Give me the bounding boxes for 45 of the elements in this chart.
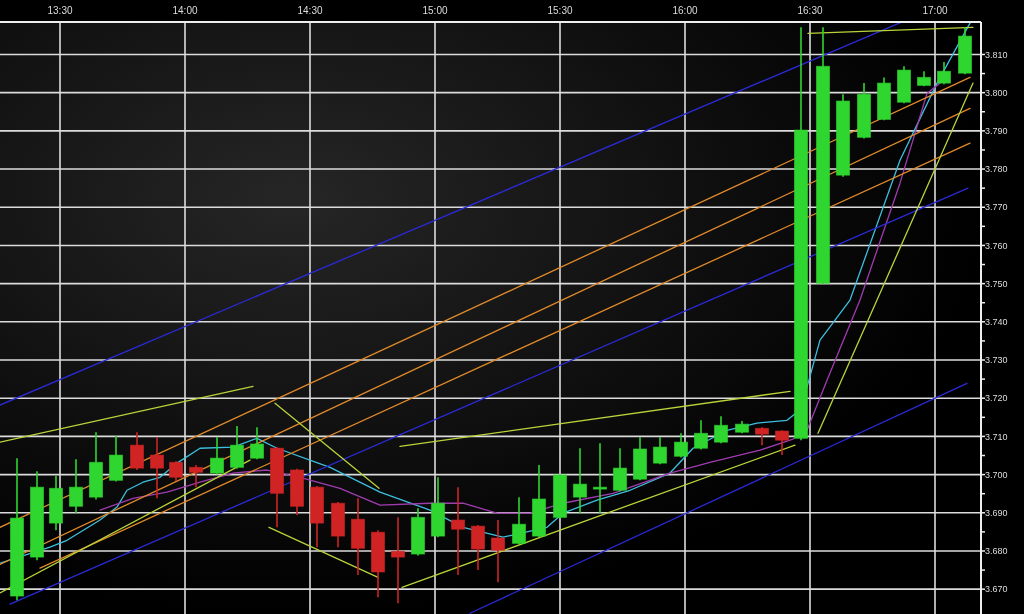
candlestick	[613, 447, 627, 493]
candlestick	[391, 516, 405, 605]
x-tick-label: 16:00	[672, 5, 698, 16]
y-tick-label: 3.760	[985, 240, 1008, 251]
candlestick	[714, 415, 728, 445]
candlestick	[451, 486, 465, 576]
candlestick	[573, 447, 587, 514]
x-tick-label: 15:30	[547, 5, 573, 16]
x-tick-label: 14:00	[172, 5, 198, 16]
y-tick-label: 3.730	[985, 355, 1008, 366]
y-tick-label: 3.700	[985, 469, 1008, 480]
y-tick-label: 3.740	[985, 316, 1008, 327]
y-tick-label: 3.800	[985, 87, 1008, 98]
y-tick-label: 3.770	[985, 202, 1008, 213]
y-tick-label: 3.750	[985, 278, 1008, 289]
y-tick-label: 3.720	[985, 393, 1008, 404]
candlestick	[69, 458, 83, 514]
candlestick	[512, 496, 526, 546]
candlestick	[250, 426, 264, 461]
x-tick-label: 14:30	[297, 5, 323, 16]
candlestick	[169, 460, 183, 482]
candlestick	[694, 419, 708, 451]
y-tick-label: 3.690	[985, 507, 1008, 518]
candlestick	[230, 425, 244, 470]
candlestick	[130, 431, 144, 471]
candlestick	[150, 436, 164, 500]
x-tick-label: 17:00	[922, 5, 948, 16]
y-tick-label: 3.810	[985, 49, 1008, 60]
candlestick	[593, 442, 607, 514]
x-tick-label: 16:30	[797, 5, 823, 16]
y-tick-label: 3.670	[985, 584, 1008, 595]
y-tick-label: 3.780	[985, 164, 1008, 175]
candlestick	[491, 519, 505, 584]
candlestick	[775, 429, 789, 456]
candlestick	[653, 436, 667, 466]
x-tick-label: 15:00	[422, 5, 448, 16]
line-series	[0, 22, 971, 564]
y-tick-label: 3.680	[985, 546, 1008, 557]
candlestick	[210, 436, 224, 476]
candlestick	[189, 464, 203, 488]
y-tick-label: 3.710	[985, 431, 1008, 442]
x-tick-label: 13:30	[47, 5, 73, 16]
y-tick-label: 3.790	[985, 126, 1008, 136]
candlestick	[471, 524, 485, 571]
candlestick	[674, 432, 688, 459]
